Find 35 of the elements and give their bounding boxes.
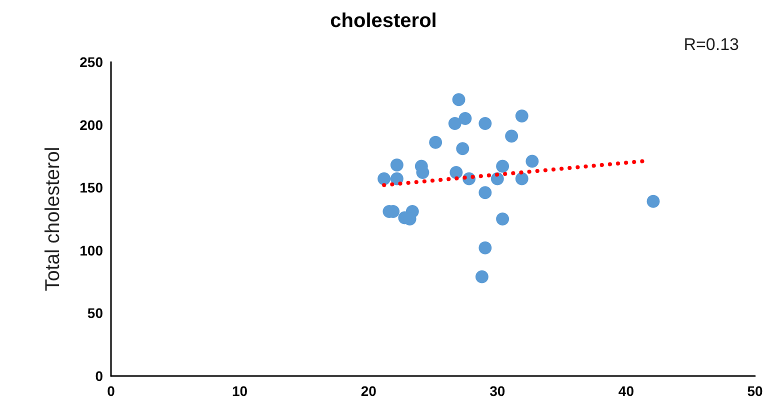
y-tick-label: 100: [80, 242, 104, 258]
x-tick-label: 20: [360, 383, 377, 399]
x-tick-label: 40: [618, 383, 634, 399]
y-tick-label: 200: [80, 116, 104, 133]
point: [475, 270, 488, 284]
point: [515, 172, 528, 186]
point: [416, 166, 430, 180]
point: [526, 154, 539, 168]
point: [496, 212, 510, 226]
x-tick-label: 0: [107, 383, 116, 399]
point: [390, 158, 404, 172]
y-tick-label: 250: [80, 54, 104, 70]
point: [448, 117, 462, 130]
point: [378, 172, 391, 186]
point: [478, 241, 492, 254]
point: [450, 166, 463, 180]
point: [515, 110, 528, 123]
point: [456, 142, 470, 156]
point: [458, 112, 472, 126]
point: [646, 194, 660, 208]
point: [505, 130, 518, 143]
point: [478, 186, 492, 200]
x-tick-label: 10: [232, 383, 248, 399]
point: [478, 117, 492, 130]
y-tick-label: 50: [87, 305, 104, 322]
x-tick-label: 30: [490, 383, 506, 399]
point: [429, 136, 442, 149]
y-tick-label: 0: [95, 368, 104, 384]
y-axis-title: Total cholesterol: [42, 146, 64, 292]
y-tick-label: 150: [80, 180, 104, 196]
text: R=0.13: [684, 35, 740, 54]
x-tick-label: 50: [747, 383, 763, 399]
point: [496, 160, 510, 173]
point: [452, 93, 466, 106]
chart-title: cholesterol: [330, 10, 437, 32]
